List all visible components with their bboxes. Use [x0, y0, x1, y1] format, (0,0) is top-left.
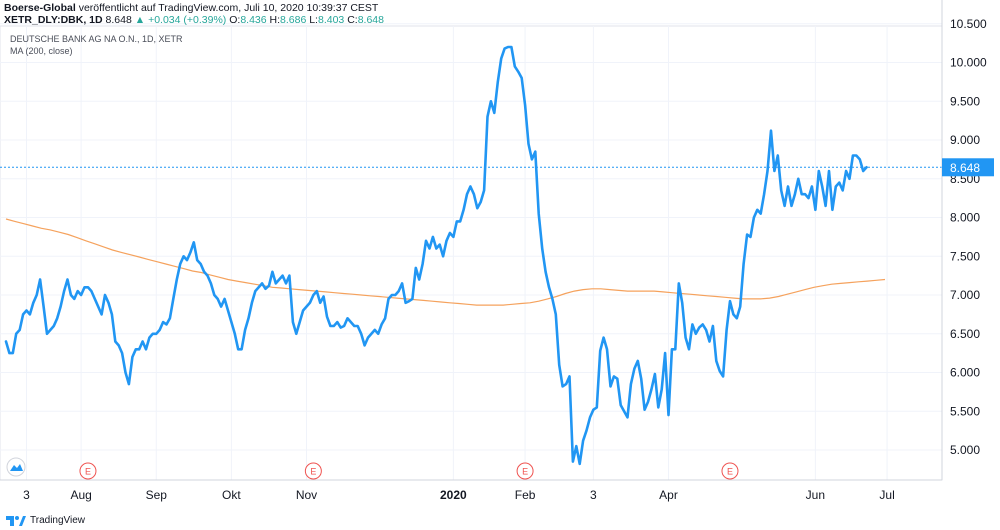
time-tick-label: Okt	[222, 488, 241, 502]
chart-grid	[0, 23, 943, 481]
time-tick-label: Jun	[806, 488, 825, 502]
time-tick-label: Jul	[879, 488, 894, 502]
earnings-event-icon[interactable]: E	[516, 462, 534, 480]
earnings-event-marker	[516, 462, 534, 480]
price-line	[4, 45, 868, 466]
tradingview-logo-icon	[6, 516, 26, 526]
price-tick-label: 9.500	[950, 94, 980, 108]
ohlc-line: XETR_DLY:DBK, 1D 8.648 ▲ +0.034 (+0.39%)…	[4, 14, 384, 27]
footer-brand[interactable]: TradingView	[30, 514, 86, 526]
earnings-event-icon[interactable]: E	[304, 462, 322, 480]
legend-indicator[interactable]: MA (200, close)	[10, 46, 73, 56]
high-label: H:	[269, 14, 281, 26]
close-label: C:	[347, 14, 358, 26]
publisher: Boerse-Global	[4, 2, 76, 14]
time-tick-label: Feb	[515, 488, 536, 502]
last-value: 8.648	[105, 14, 132, 26]
low-value: 8.403	[317, 14, 345, 26]
change-value: +0.034 (+0.39%)	[148, 14, 227, 26]
price-tick-label: 5.500	[950, 404, 980, 418]
earnings-event-label: E	[310, 467, 316, 477]
published-text: veröffentlicht auf TradingView.com, Juli…	[78, 2, 379, 14]
plot-area	[0, 25, 943, 481]
price-tick-label: 6.000	[950, 366, 980, 380]
high-value: 8.686	[280, 14, 307, 26]
chart-legend: DEUTSCHE BANK AG NA O.N., 1D, XETR MA (2…	[10, 33, 183, 57]
close-value: 8.648	[357, 14, 384, 26]
time-tick-label: 3	[23, 488, 30, 502]
earnings-event-label: E	[522, 467, 528, 477]
earnings-event-icon[interactable]: E	[79, 462, 97, 480]
price-tick-label: 8.000	[950, 211, 980, 225]
price-tick-label: 6.500	[950, 327, 980, 341]
price-axis: 10.50010.0009.5009.0008.5008.0007.5007.0…	[941, 0, 987, 480]
ma-200-line	[5, 218, 886, 306]
last-price-text: 8.648	[950, 161, 980, 175]
time-tick-label: Sep	[146, 488, 168, 502]
time-tick-label: 2020	[440, 488, 467, 502]
legend-instrument[interactable]: DEUTSCHE BANK AG NA O.N., 1D, XETR	[10, 34, 183, 44]
earnings-event-label: E	[727, 467, 733, 477]
price-tick-label: 10.000	[950, 56, 987, 70]
publish-info: Boerse-Global veröffentlicht auf Trading…	[4, 2, 378, 15]
low-label: L:	[309, 14, 318, 26]
earnings-event-marker	[79, 462, 97, 480]
time-axis: 3 Aug Sep Okt Nov 2020 Feb 3 Apr Jun Jul	[0, 479, 942, 502]
time-tick-label: Apr	[659, 488, 678, 502]
earnings-event-icon[interactable]: E	[721, 462, 739, 480]
price-tick-label: 7.500	[950, 249, 980, 263]
last-price-label: 8.648	[942, 158, 994, 177]
scroll-arrow-icon[interactable]	[6, 457, 26, 477]
footer: TradingView	[6, 514, 85, 526]
time-tick-label: Nov	[296, 488, 317, 502]
time-tick-label: Aug	[70, 488, 91, 502]
price-tick-label: 10.500	[950, 17, 987, 31]
earnings-event-marker	[304, 462, 322, 480]
price-tick-label: 9.000	[950, 133, 980, 147]
open-value: 8.436	[240, 14, 267, 26]
earnings-event-marker	[721, 462, 739, 480]
last-price-tag	[942, 158, 994, 177]
open-label: O:	[229, 14, 241, 26]
up-arrow-icon: ▲	[134, 14, 146, 26]
price-tick-label: 7.000	[950, 288, 980, 302]
time-tick-label: 3	[590, 488, 597, 502]
symbol: XETR_DLY:DBK, 1D	[4, 14, 103, 26]
price-tick-label: 5.000	[950, 443, 980, 457]
earnings-event-label: E	[85, 467, 91, 477]
